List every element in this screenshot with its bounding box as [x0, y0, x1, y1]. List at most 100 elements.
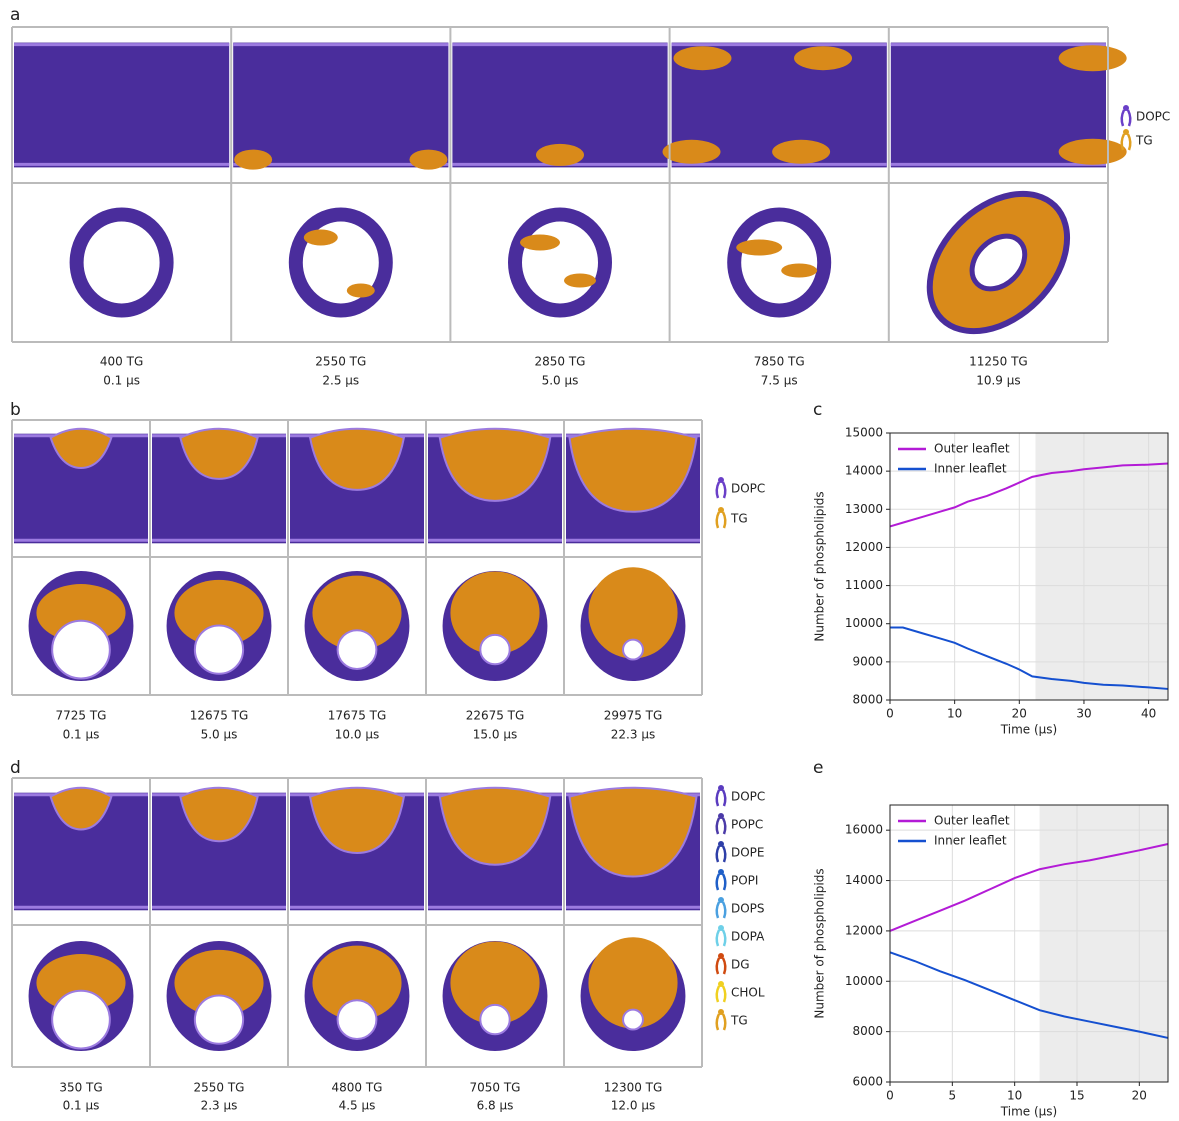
shaded-region [1040, 805, 1168, 1082]
tg-droplet [673, 46, 731, 70]
legend-label: DOPC [731, 482, 765, 496]
membrane-snapshot [452, 43, 667, 168]
tg-droplet [304, 230, 338, 246]
membrane-snapshot [290, 429, 424, 544]
legend-icon [717, 986, 726, 1002]
membrane-snapshot [152, 429, 286, 544]
vesicle-lumen [480, 1005, 509, 1034]
vesicle-snapshot [443, 571, 548, 681]
legend-icon [1122, 110, 1131, 126]
y-tick-label: 6000 [852, 1075, 883, 1089]
legend-label: Outer leaflet [934, 814, 1010, 828]
legend-label: POPI [731, 874, 758, 888]
legend-label: TG [730, 512, 748, 526]
y-axis-label: Number of phospholipids [813, 491, 827, 641]
legend-icon [718, 785, 724, 791]
x-tick-label: 20 [1012, 707, 1027, 721]
snapshot-tg: 350 TG [59, 1081, 102, 1095]
membrane-snapshot [152, 788, 286, 911]
legend-icon [717, 958, 726, 974]
vesicle-snapshot [29, 571, 134, 681]
membrane-snapshot [663, 43, 887, 168]
tg-droplet [564, 274, 596, 288]
snapshot-tg: 2550 TG [315, 355, 366, 369]
y-tick-label: 8000 [852, 693, 883, 707]
membrane [14, 43, 229, 168]
vesicle-lumen [195, 995, 243, 1043]
vesicle-lumen [52, 991, 110, 1049]
y-tick-label: 12000 [845, 923, 883, 937]
legend-icon [718, 1009, 724, 1015]
membrane-snapshot [566, 429, 700, 544]
tg-droplet [772, 140, 830, 164]
snapshot-time: 4.5 μs [339, 1099, 376, 1113]
membrane-snapshot [14, 43, 229, 168]
membrane-snapshot [428, 788, 562, 911]
vesicle-snapshot [167, 571, 272, 681]
vesicle-snapshot [734, 215, 824, 311]
tg-droplet [1059, 139, 1127, 165]
legend-icon [1123, 129, 1129, 135]
snapshot-tg: 7725 TG [56, 709, 107, 723]
legend-icon [718, 813, 724, 819]
y-tick-label: 16000 [845, 823, 883, 837]
vesicle-lumen [195, 625, 243, 673]
snapshot-tg: 2550 TG [194, 1081, 245, 1095]
vesicle-lumen [623, 1010, 643, 1030]
legend-icon [718, 477, 724, 483]
legend-label: POPC [731, 818, 763, 832]
legend-label: TG [730, 1014, 748, 1028]
membrane-snapshot [290, 788, 424, 911]
vesicle-lumen [338, 1000, 377, 1039]
y-tick-label: 9000 [852, 654, 883, 668]
membrane-snapshot [14, 429, 148, 544]
legend-icon [718, 869, 724, 875]
y-tick-label: 15000 [845, 426, 883, 440]
legend-icon [717, 930, 726, 946]
x-tick-label: 0 [886, 1089, 894, 1103]
x-axis-label: Time (μs) [1000, 723, 1057, 737]
snapshot-tg: 7050 TG [470, 1081, 521, 1095]
membrane-snapshot [428, 429, 562, 544]
snapshot-tg: 29975 TG [604, 709, 663, 723]
snapshot-time: 2.5 μs [322, 374, 359, 388]
panel-label: d [10, 758, 21, 778]
legend-icon [718, 841, 724, 847]
tg-droplet [663, 140, 721, 164]
y-axis-label: Number of phospholipids [813, 868, 827, 1018]
legend-label: CHOL [731, 986, 765, 1000]
vesicle-lumen [480, 635, 509, 664]
legend-label: Inner leaflet [934, 462, 1007, 476]
figure: a400 TG0.1 μs2550 TG2.5 μs2850 TG5.0 μs7… [0, 0, 1179, 1121]
snapshot-time: 10.0 μs [335, 728, 379, 742]
x-tick-label: 40 [1141, 707, 1156, 721]
vesicle-lumen [338, 630, 377, 669]
tg-droplet [781, 264, 817, 278]
y-tick-label: 11000 [845, 578, 883, 592]
legend-icon [718, 925, 724, 931]
legend-icon [717, 790, 726, 806]
legend-label: DOPE [731, 846, 765, 860]
snapshot-time: 6.8 μs [477, 1099, 514, 1113]
snapshot-tg: 22675 TG [466, 709, 525, 723]
vesicle-snapshot [167, 941, 272, 1051]
vesicle-snapshot [305, 941, 410, 1051]
y-tick-label: 10000 [845, 974, 883, 988]
snapshot-time: 15.0 μs [473, 728, 517, 742]
tg-droplet [520, 235, 560, 251]
tg-droplet [536, 144, 584, 166]
y-tick-label: 10000 [845, 616, 883, 630]
legend-label: Outer leaflet [934, 442, 1010, 456]
legend-label: DOPA [731, 930, 765, 944]
y-tick-label: 13000 [845, 502, 883, 516]
vesicle [296, 215, 386, 311]
panel-label: c [813, 400, 822, 420]
x-tick-label: 15 [1069, 1089, 1084, 1103]
snapshot-tg: 400 TG [100, 355, 143, 369]
legend-icon [718, 507, 724, 513]
vesicle-lumen [52, 621, 110, 679]
snapshot-time: 0.1 μs [63, 728, 100, 742]
vesicle-snapshot [903, 167, 1094, 358]
y-tick-label: 14000 [845, 873, 883, 887]
vesicle-snapshot [29, 941, 134, 1051]
